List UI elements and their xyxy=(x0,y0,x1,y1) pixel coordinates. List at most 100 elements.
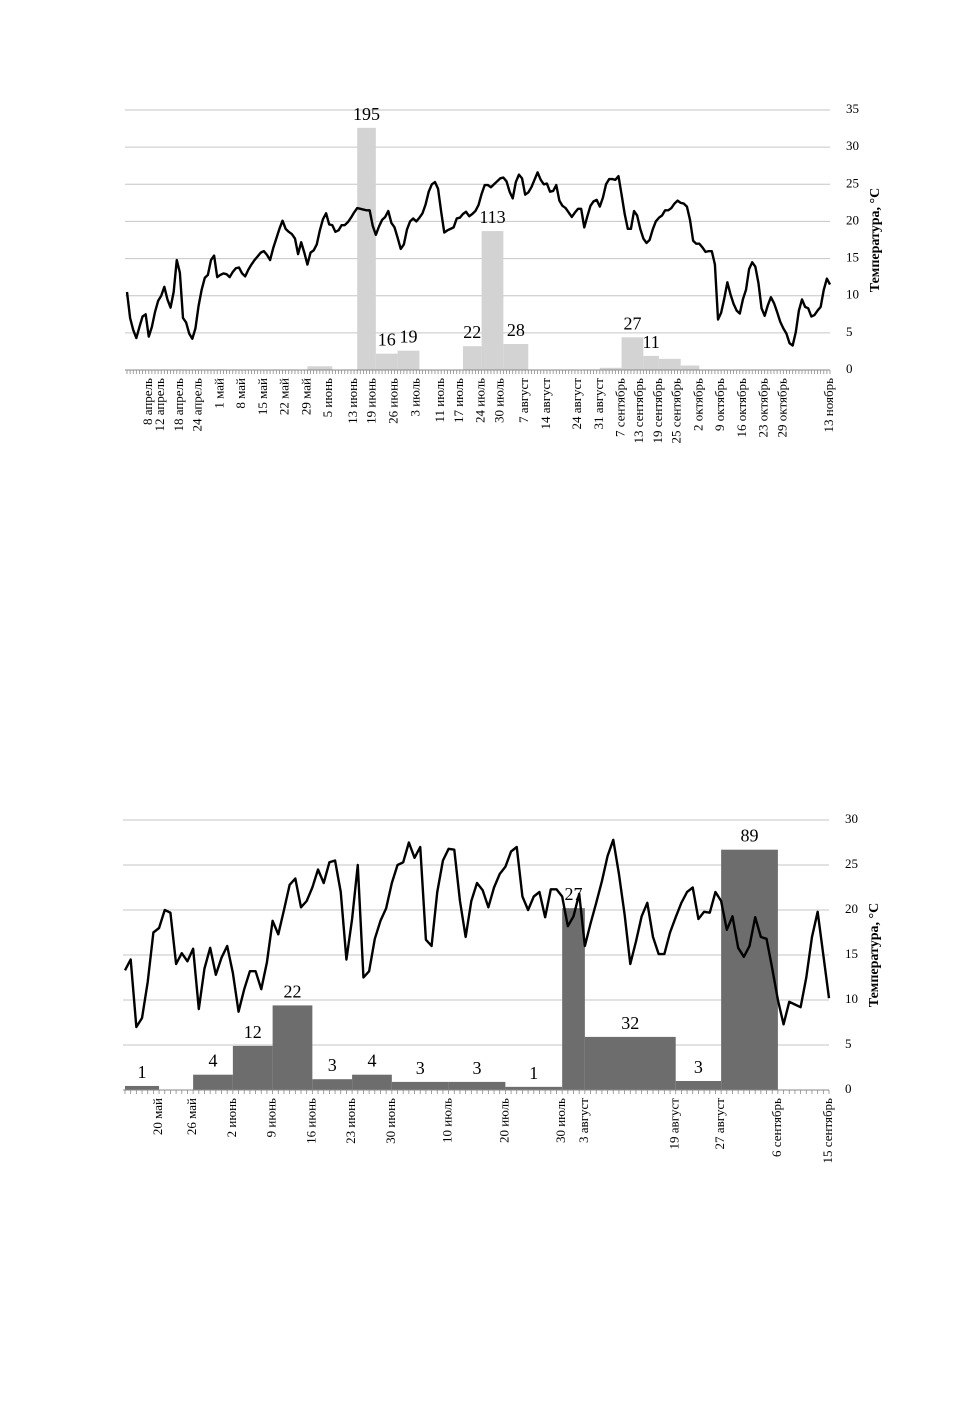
x-tick-label: 6 сентябрь xyxy=(769,1098,784,1157)
x-tick-label: 3 июль xyxy=(407,378,422,417)
bar xyxy=(448,1081,506,1090)
bar xyxy=(125,1085,160,1090)
y-tick-label: 0 xyxy=(846,361,853,376)
bar xyxy=(272,1005,313,1090)
y-tick-label: 20 xyxy=(846,212,859,227)
bar xyxy=(658,358,681,370)
bar xyxy=(562,908,585,1090)
y-tick-label: 20 xyxy=(845,901,858,916)
x-tick-label: 25 сентябрь xyxy=(669,378,684,444)
bar xyxy=(391,1081,449,1090)
bar xyxy=(312,1079,353,1090)
bar xyxy=(643,355,659,370)
bar xyxy=(599,367,622,370)
bar xyxy=(193,1074,233,1090)
x-tick-label: 11 июль xyxy=(432,378,447,423)
x-tick-label: 23 июнь xyxy=(343,1098,358,1144)
y-tick-label: 5 xyxy=(846,324,853,339)
x-tick-label: 10 июль xyxy=(440,1098,455,1143)
x-tick-label: 13 июнь xyxy=(345,378,360,424)
x-tick-label: 29 май xyxy=(298,378,313,415)
x-tick-label: 22 май xyxy=(277,378,292,415)
bar-label: 4 xyxy=(209,1051,218,1071)
bar-label: 195 xyxy=(353,104,380,124)
x-tick-label: 24 апрель xyxy=(190,378,205,432)
x-tick-label: 30 июль xyxy=(491,378,506,423)
y-tick-label: 15 xyxy=(846,250,859,265)
bar-label: 22 xyxy=(283,981,301,1001)
bar xyxy=(680,365,700,370)
x-tick-label: 31 август xyxy=(591,378,606,430)
x-tick-label: 24 август xyxy=(569,378,584,430)
x-tick-label: 2 октябрь xyxy=(690,378,705,431)
x-tick-label: 8 май xyxy=(233,378,248,409)
bar-label: 89 xyxy=(741,826,759,846)
x-tick-label: 29 октябрь xyxy=(774,378,789,437)
bar-label: 16 xyxy=(378,330,396,350)
bar xyxy=(505,1086,563,1090)
x-tick-label: 9 октябрь xyxy=(712,378,727,431)
x-tick-label: 18 апрель xyxy=(171,378,186,432)
x-tick-label: 9 июнь xyxy=(264,1098,279,1137)
y-tick-label: 35 xyxy=(846,101,859,116)
x-tick-label: 24 июль xyxy=(473,378,488,423)
bar xyxy=(721,849,778,1090)
y-axis-title: Температура, °C xyxy=(867,903,882,1007)
x-tick-label: 19 июнь xyxy=(364,378,379,424)
y-tick-label: 0 xyxy=(845,1081,852,1096)
x-tick-label: 7 сентябрь xyxy=(613,378,628,437)
y-tick-label: 10 xyxy=(845,991,858,1006)
bar xyxy=(462,346,482,370)
y-tick-label: 5 xyxy=(845,1036,852,1051)
bar-label: 113 xyxy=(479,207,505,227)
y-tick-label: 25 xyxy=(846,175,859,190)
x-tick-label: 20 июль xyxy=(496,1098,511,1143)
temperature-line xyxy=(125,171,832,347)
y-tick-label: 15 xyxy=(845,946,858,961)
x-tick-label: 16 июнь xyxy=(303,1098,318,1144)
x-tick-label: 2 июнь xyxy=(224,1098,239,1137)
x-tick-label: 7 август xyxy=(516,378,531,423)
x-tick-label: 16 октябрь xyxy=(734,378,749,437)
bar-label: 3 xyxy=(473,1058,482,1078)
x-tick-label: 13 ноябрь xyxy=(821,378,836,433)
bar xyxy=(481,231,504,370)
bar xyxy=(307,366,333,370)
x-tick-label: 26 май xyxy=(184,1098,199,1135)
x-tick-label: 17 июль xyxy=(451,378,466,423)
x-tick-label: 26 июнь xyxy=(385,378,400,424)
x-tick-label: 5 июнь xyxy=(320,378,335,417)
bar-label: 19 xyxy=(400,327,418,347)
bar-label: 4 xyxy=(367,1051,376,1071)
bar-label: 1 xyxy=(529,1063,538,1083)
y-axis-title: Температура, °C xyxy=(868,188,883,292)
bar-label: 3 xyxy=(328,1055,337,1075)
bar-label: 12 xyxy=(244,1022,262,1042)
bar-label: 11 xyxy=(642,332,659,352)
bar xyxy=(675,1081,722,1090)
x-tick-label: 30 июль xyxy=(553,1098,568,1143)
bar-label: 1 xyxy=(138,1062,147,1082)
bar-label: 32 xyxy=(621,1013,639,1033)
x-tick-label: 3 август xyxy=(576,1098,591,1143)
x-tick-label: 13 сентябрь xyxy=(631,378,646,444)
x-tick-label: 20 май xyxy=(150,1098,165,1135)
bar xyxy=(352,1074,392,1090)
bar-label: 28 xyxy=(507,320,525,340)
bar-label: 3 xyxy=(694,1057,703,1077)
x-tick-label: 15 май xyxy=(255,378,270,415)
x-tick-label: 12 апрель xyxy=(152,378,167,432)
bar-label: 3 xyxy=(416,1058,425,1078)
x-tick-label: 19 сентябрь xyxy=(650,378,665,444)
x-tick-label: 1 май xyxy=(211,378,226,409)
bar xyxy=(397,350,420,370)
chart: 0 5 10 15 20 25 30 Температура, °C 1 4 12 22 3 4 3 3 1 27… xyxy=(123,811,882,1163)
bar xyxy=(621,337,644,370)
chart: 0 5 10 15 20 25 30 35 Температура, °C 195 16 19 22 11… xyxy=(125,101,883,443)
x-tick-label: 8 апрель xyxy=(140,378,155,425)
y-tick-label: 30 xyxy=(845,811,858,826)
bar xyxy=(375,353,398,370)
y-tick-label: 30 xyxy=(846,138,859,153)
bar-label: 27 xyxy=(623,313,641,333)
